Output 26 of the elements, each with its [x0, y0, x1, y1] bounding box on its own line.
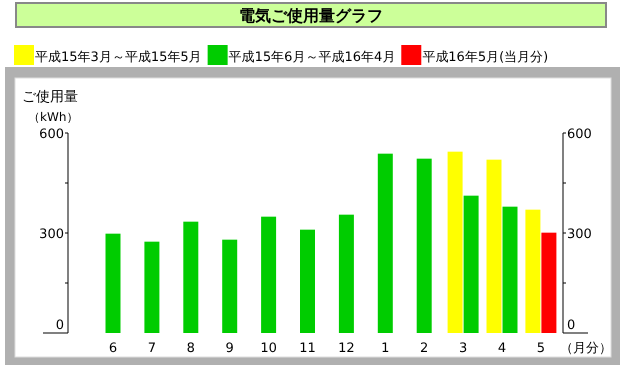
title-box: 電気ご使用量グラフ	[15, 2, 607, 28]
y-tick-label: 300	[39, 227, 64, 242]
x-tick-label: 2	[420, 341, 428, 356]
legend-label: 平成16年5月(当月分)	[422, 50, 548, 65]
chart-title: 電気ご使用量グラフ	[239, 6, 383, 25]
x-tick-label: 4	[498, 341, 506, 356]
y-tick-label: 0	[56, 318, 64, 333]
y-axis-title: ご使用量	[22, 89, 78, 105]
x-tick-label: 11	[299, 341, 316, 356]
y-tick-label: 600	[39, 127, 64, 142]
x-tick-label: 9	[226, 341, 234, 356]
x-tick-label: 12	[338, 341, 355, 356]
x-tick-label: 1	[381, 341, 390, 356]
y2-tick-label: 0	[567, 318, 576, 333]
y2-tick-label: 600	[567, 127, 592, 142]
text: （kWh）	[28, 110, 78, 124]
legend-label: 平成15年6月～平成16年4月	[228, 50, 396, 65]
y2-tick-label: 300	[567, 227, 592, 242]
x-axis-title: （月分）	[560, 341, 612, 356]
x-tick-label: 10	[260, 341, 277, 356]
x-tick-label: 6	[108, 341, 118, 356]
x-tick-label: 5	[536, 341, 546, 356]
x-tick-label: 7	[148, 341, 156, 356]
x-tick-label: 3	[458, 341, 468, 356]
legend-label: 平成15年3月～平成15年5月	[35, 50, 202, 65]
x-tick-label: 8	[186, 341, 195, 356]
